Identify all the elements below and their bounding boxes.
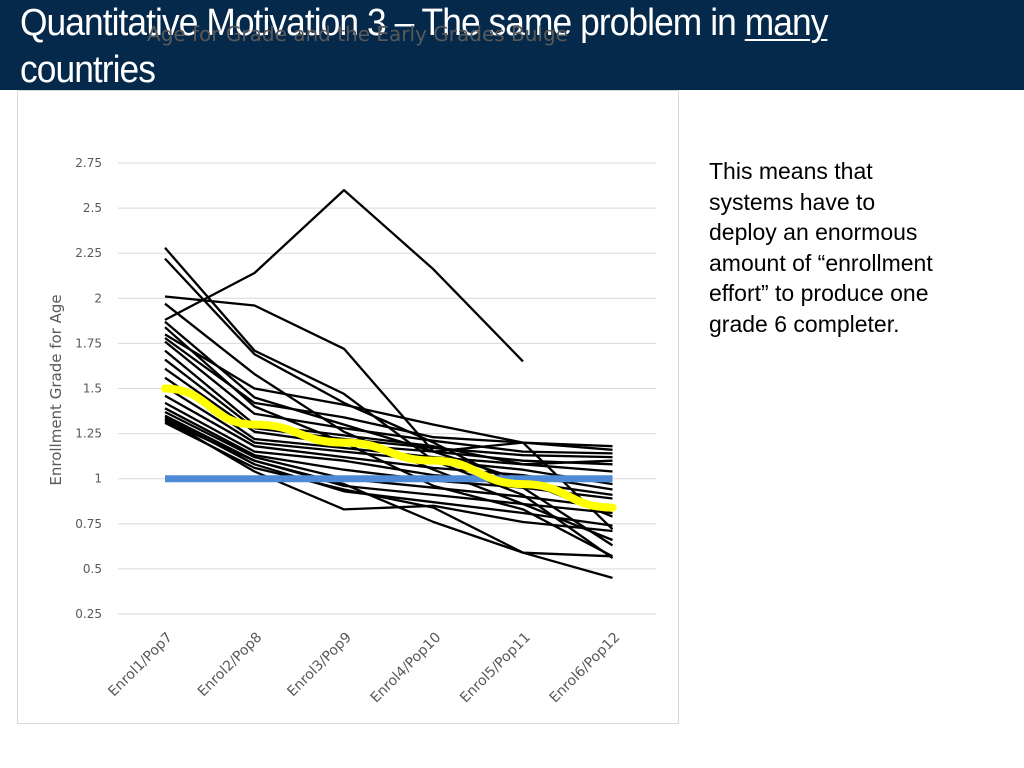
chart-frame <box>17 90 679 724</box>
average-line <box>161 384 617 512</box>
country-line <box>164 295 614 531</box>
y-tick-label: 1.5 <box>83 382 102 396</box>
country-line <box>164 418 613 533</box>
country-line <box>164 385 613 486</box>
country-line <box>164 188 524 363</box>
explanation-text: This means that systems have to deploy a… <box>709 158 933 337</box>
y-tick-label: 1 <box>94 472 102 486</box>
country-line <box>164 419 613 580</box>
x-category-label: Enrol5/Pop11 <box>457 630 534 707</box>
country-line <box>164 247 614 560</box>
x-category-label: Enrol3/Pop9 <box>284 630 354 700</box>
chart-title: Age for Grade and the Early Grades Bulge <box>147 22 568 46</box>
country-line <box>164 407 613 500</box>
country-line <box>164 416 613 527</box>
country-line <box>164 337 613 451</box>
x-category-label: Enrol6/Pop12 <box>547 630 624 707</box>
y-axis-ticks: 2.75 2.5 2.25 2 1.75 1.5 1.25 1 0.75 0.5 0.25 <box>75 156 102 621</box>
slide-title: Quantitative Motivation 3 – The same pro… <box>20 0 931 94</box>
y-tick-label: 1.25 <box>75 427 102 441</box>
y-tick-label: 0.25 <box>75 607 102 621</box>
country-line <box>164 349 613 466</box>
country-series <box>164 188 614 580</box>
title-bar: Quantitative Motivation 3 – The same pro… <box>0 0 1024 91</box>
y-tick-label: 2 <box>94 291 102 305</box>
title-emphasis: many <box>744 2 829 44</box>
country-line <box>164 358 613 459</box>
y-tick-label: 2.5 <box>83 201 102 215</box>
country-line <box>164 421 613 558</box>
average-line-group <box>161 384 617 512</box>
y-tick-label: 2.75 <box>75 156 102 170</box>
y-tick-label: 1.75 <box>75 336 102 350</box>
country-line <box>164 257 614 547</box>
x-category-label: Enrol2/Pop8 <box>195 630 265 700</box>
title-prefix: Quantitative Motivation 3 – The same pro… <box>20 2 745 44</box>
country-line <box>164 410 613 509</box>
x-axis-categories: Enrol1/Pop7 Enrol2/Pop8 Enrol3/Pop9 Enrol4/… <box>105 630 623 707</box>
x-category-label: Enrol4/Pop10 <box>368 630 445 707</box>
y-tick-label: 0.5 <box>83 562 102 576</box>
title-suffix: countries <box>20 49 156 91</box>
grid-lines <box>118 162 656 615</box>
country-line <box>164 340 613 455</box>
y-tick-label: 2.25 <box>75 246 102 260</box>
y-axis-label: Enrollment Grade for Age <box>47 294 65 485</box>
x-category-label: Enrol1/Pop7 <box>105 630 175 700</box>
y-tick-label: 0.75 <box>75 517 102 531</box>
